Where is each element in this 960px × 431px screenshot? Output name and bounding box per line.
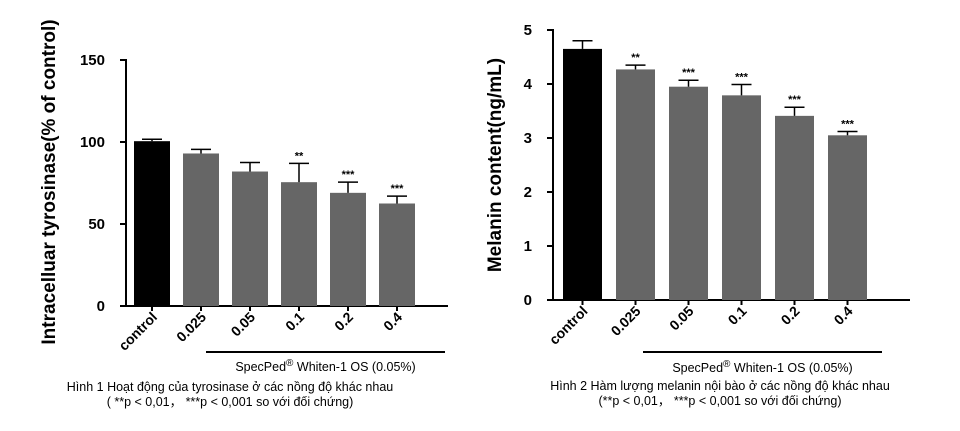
chart2-category-label: 0.2 [778,303,803,328]
chart1-group-label: SpecPed® Whiten-1 OS (0.05%) [235,358,415,374]
chart1-category-label: 0.1 [282,309,307,334]
chart1: Intracelluar tyrosinase(% of control) 0 50… [39,19,448,374]
chart2-category-label: control [546,303,591,348]
chart1-y-tick-label: 0 [97,298,105,315]
chart2-y-tick-label: 3 [524,130,532,147]
chart1-significance-label: *** [342,169,356,181]
chart2-bar [722,95,761,300]
chart1-y-tick-label: 150 [80,52,105,69]
chart2-y-axis-title: Melanin content(ng/mL) [485,58,506,272]
chart2-bar [775,115,814,300]
chart2-category-label: 0.05 [666,303,697,334]
chart2-significance-label: *** [682,67,696,79]
chart2-significance-label: *** [788,94,802,106]
chart1-caption: Hình 1 Hoạt động của tyrosinase ở các nồ… [66,380,394,394]
chart2-caption-note: (**p < 0,01， ***p < 0,001 so với đối chứ… [598,394,842,408]
chart2-bar [563,48,602,301]
chart1-caption-block: Hình 1 Hoạt động của tyrosinase ở các nồ… [30,380,430,410]
chart1-category-label: 0.025 [173,309,209,345]
chart2-caption-block: Hình 2 Hàm lượng melanin nội bào ở các n… [500,379,940,409]
chart1-y-tick-label: 100 [80,134,105,151]
chart2-y-tick-label: 0 [524,292,532,309]
chart1-category-label: control [115,309,160,354]
chart2-bar [669,86,708,300]
chart2-group-label: SpecPed® Whiten-1 OS (0.05%) [672,359,852,375]
chart1-significance-label: ** [295,150,304,162]
chart2-significance-label: *** [735,72,749,84]
chart2: Melanin content(ng/mL) 0 1 2 3 4 5 control ** 0.0… [485,22,910,375]
chart1-caption-note: ( **p < 0,01， ***p < 0,001 so với đối ch… [106,395,354,409]
chart1-y-axis-title: Intracelluar tyrosinase(% of control) [39,19,60,344]
chart2-bar [828,135,867,300]
chart2-significance-label: *** [841,119,855,131]
chart1-bar [379,203,415,306]
chart2-category-label: 0.025 [608,303,644,339]
chart1-category-label: 0.05 [228,309,259,340]
chart1-bar [134,141,170,306]
chart1-bar [183,153,219,306]
chart2-bar [616,69,655,300]
chart2-y-tick-label: 2 [524,184,532,201]
chart1-bar [232,171,268,306]
chart2-caption: Hình 2 Hàm lượng melanin nội bào ở các n… [550,379,890,393]
chart2-y-tick-label: 1 [524,238,532,255]
chart1-category-label: 0.4 [380,309,405,334]
chart2-y-tick-label: 4 [524,76,533,93]
chart2-y-tick-label: 5 [524,22,532,39]
chart1-bar [330,192,366,306]
chart1-y-tick-label: 50 [88,216,105,233]
chart1-category-label: 0.2 [331,309,356,334]
chart2-category-label: 0.1 [725,303,750,328]
chart2-category-label: 0.4 [831,303,856,328]
chart2-significance-label: ** [631,52,640,64]
chart1-significance-label: *** [391,183,405,195]
chart1-bar [281,182,317,306]
